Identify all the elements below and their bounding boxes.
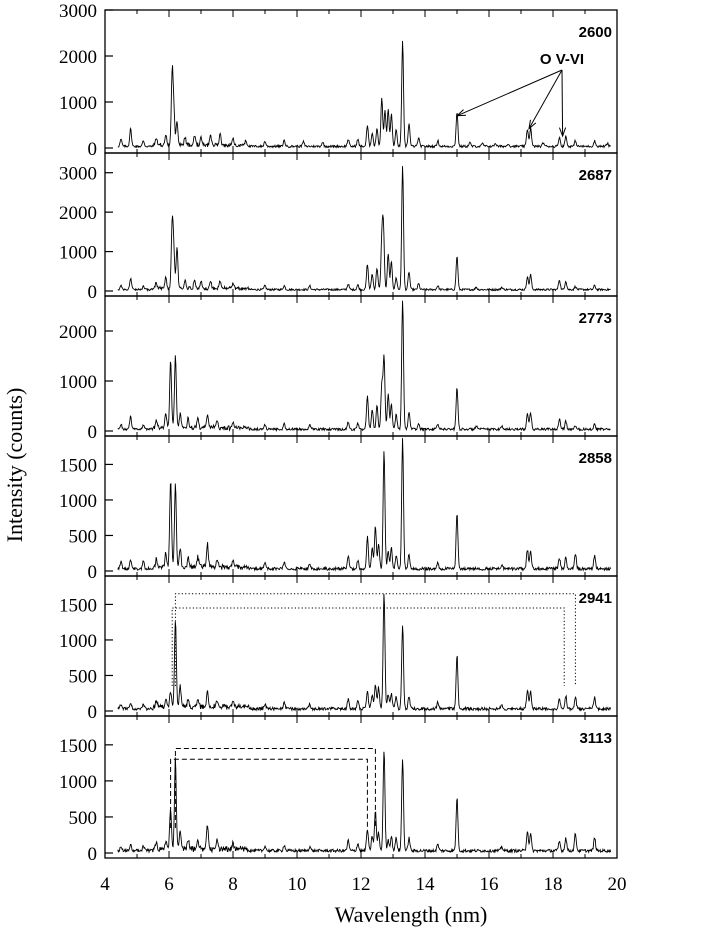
spectrum-line — [117, 593, 612, 712]
arrow-head — [528, 119, 537, 130]
x-tick-label: 4 — [100, 874, 110, 895]
spectrum-line — [117, 166, 611, 293]
spectrum-line — [117, 40, 611, 149]
y-tick-label: 1500 — [59, 455, 97, 476]
panel-frame — [104, 715, 618, 859]
panel-3113: 0 500 1000 1500 3113 — [59, 715, 618, 865]
y-tick-label: 1000 — [59, 772, 97, 793]
x-tick-label: 10 — [288, 874, 307, 895]
line-bracket — [170, 758, 368, 828]
x-axis-ticks: 4 6 8 10 12 14 16 18 20 — [100, 874, 626, 895]
y-tick-label: 500 — [69, 526, 98, 547]
y-tick-label: 1000 — [59, 631, 97, 652]
y-tick-label: 3000 — [59, 164, 97, 185]
panels-group: 0 1000 2000 3000 2600 0 1000 2000 3000 2687 0 1000 2… — [59, 1, 618, 865]
y-axis-title: Intensity (counts) — [2, 388, 27, 543]
line-bracket — [174, 593, 576, 686]
arrow-head — [455, 109, 467, 117]
panel-label: 2773 — [579, 310, 612, 327]
panel-2773: 0 1000 2000 2773 — [59, 295, 618, 443]
y-tick-label: 2000 — [59, 203, 97, 224]
panel-label: 2600 — [579, 24, 612, 41]
x-tick-label: 8 — [228, 874, 238, 895]
y-tick-label: 1000 — [59, 491, 97, 512]
y-tick-label: 1000 — [59, 93, 97, 114]
annotation-arrow — [528, 69, 563, 129]
panel-frame — [104, 9, 618, 154]
annotation-label: O V-VI — [540, 51, 584, 68]
y-tick-label: 500 — [69, 808, 98, 829]
y-tick-label: 0 — [88, 702, 98, 723]
annotation-arrow — [561, 69, 564, 137]
y-tick-label: 0 — [88, 562, 98, 583]
spectrum-line — [117, 438, 612, 572]
x-axis-title: Wavelength (nm) — [335, 902, 488, 927]
y-tick-label: 0 — [88, 139, 98, 160]
y-tick-label: 0 — [88, 844, 98, 865]
panel-2687: 0 1000 2000 3000 2687 — [59, 152, 618, 303]
panel-label: 2687 — [579, 167, 612, 184]
x-tick-label: 20 — [608, 874, 627, 895]
x-tick-label: 14 — [416, 874, 436, 895]
panel-2600: 0 1000 2000 3000 2600 — [59, 1, 618, 160]
panel-frame — [104, 435, 618, 577]
y-tick-label: 1000 — [59, 243, 97, 264]
line-bracket — [174, 747, 376, 828]
x-tick-label: 6 — [164, 874, 174, 895]
annotation-arrow — [456, 69, 563, 117]
spectrum-line — [117, 300, 611, 433]
spectrum-line — [117, 751, 612, 854]
y-tick-label: 3000 — [59, 1, 97, 22]
y-tick-label: 1500 — [59, 595, 97, 616]
arrow-head — [558, 127, 567, 138]
panel-frame — [104, 575, 618, 717]
annotation-group: O V-VI — [455, 51, 584, 138]
panel-2858: 0 500 1000 1500 2858 — [59, 435, 618, 583]
y-tick-label: 2000 — [59, 322, 97, 343]
y-tick-label: 2000 — [59, 47, 97, 68]
y-tick-label: 1000 — [59, 372, 97, 393]
panel-frame — [104, 152, 618, 297]
line-bracket — [171, 607, 565, 686]
y-tick-label: 0 — [88, 422, 98, 443]
panel-label: 2858 — [579, 450, 612, 467]
panel-label: 3113 — [579, 730, 612, 747]
panel-2941: 0 500 1000 1500 2941 — [59, 575, 618, 723]
x-tick-label: 18 — [544, 874, 563, 895]
y-tick-label: 500 — [69, 666, 98, 687]
y-tick-label: 1500 — [59, 736, 97, 757]
panel-label: 2941 — [579, 590, 612, 607]
panel-frame — [104, 295, 618, 437]
x-tick-label: 12 — [352, 874, 371, 895]
x-tick-label: 16 — [480, 874, 499, 895]
y-tick-label: 0 — [88, 282, 98, 303]
